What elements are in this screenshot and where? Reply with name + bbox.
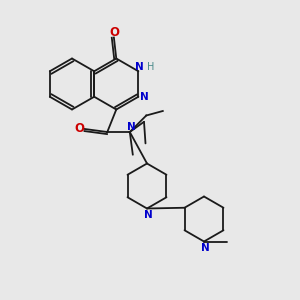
Text: N: N [140, 92, 149, 102]
Text: N: N [127, 122, 136, 133]
Text: O: O [109, 26, 119, 40]
Text: N: N [201, 243, 210, 253]
Text: O: O [74, 122, 84, 136]
Text: N: N [136, 62, 144, 72]
Text: H: H [147, 62, 155, 72]
Text: N: N [144, 210, 153, 220]
